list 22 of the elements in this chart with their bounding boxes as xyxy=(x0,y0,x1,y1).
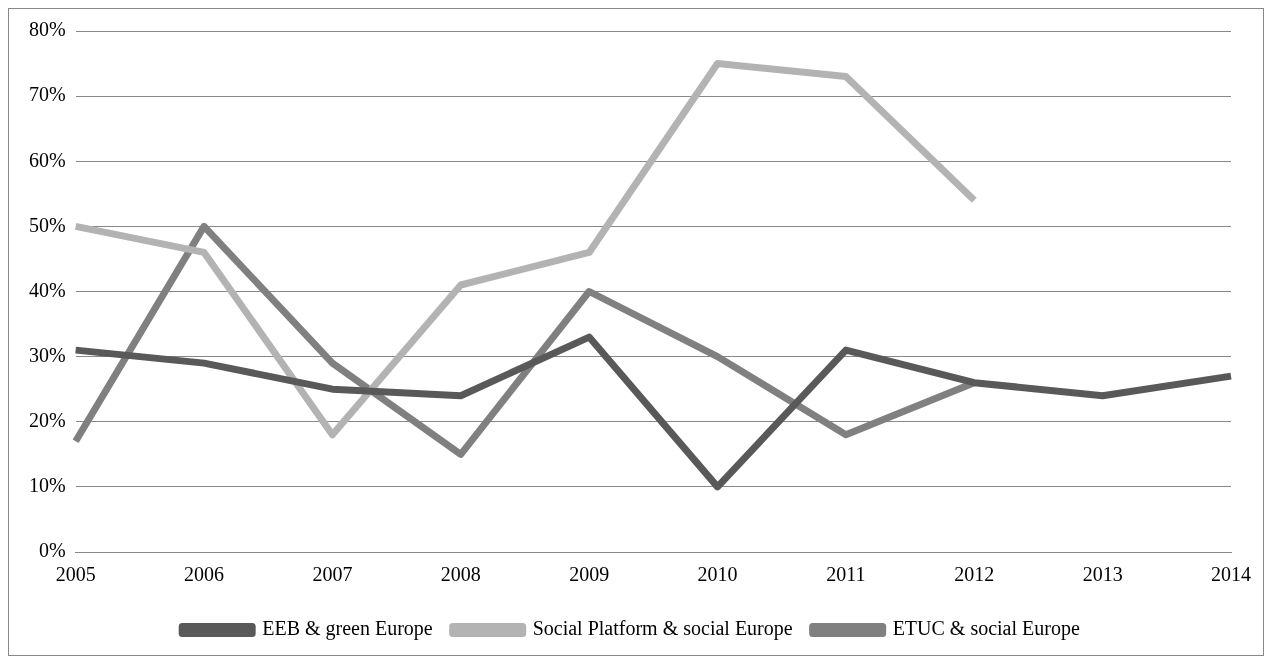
y-tick-label: 10% xyxy=(28,474,66,497)
x-tick-label: 2012 xyxy=(954,563,995,586)
x-tick-label: 2011 xyxy=(826,563,866,586)
y-tick-label: 40% xyxy=(28,278,66,301)
x-tick-label: 2006 xyxy=(184,563,225,586)
x-tick-label: 2014 xyxy=(1211,563,1251,586)
x-tick-label: 2008 xyxy=(440,563,481,586)
y-tick-label: 30% xyxy=(28,343,66,366)
legend-label: Social Platform & social Europe xyxy=(532,617,793,641)
y-tick-label: 20% xyxy=(28,409,66,431)
x-tick-label: 2009 xyxy=(569,563,610,586)
y-tick-label: 60% xyxy=(28,148,66,171)
x-tick-label: 2005 xyxy=(55,563,96,586)
y-tick-label: 50% xyxy=(28,213,66,236)
y-tick-label: 80% xyxy=(28,18,66,41)
y-tick-label: 0% xyxy=(38,539,66,562)
x-tick-label: 2010 xyxy=(697,563,738,586)
x-tick-label: 2013 xyxy=(1082,563,1123,586)
legend-label: EEB & green Europe xyxy=(262,617,433,641)
x-tick-label: 2007 xyxy=(312,563,353,586)
legend-label: ETUC & social Europe xyxy=(892,617,1080,641)
y-tick-label: 70% xyxy=(28,83,66,106)
